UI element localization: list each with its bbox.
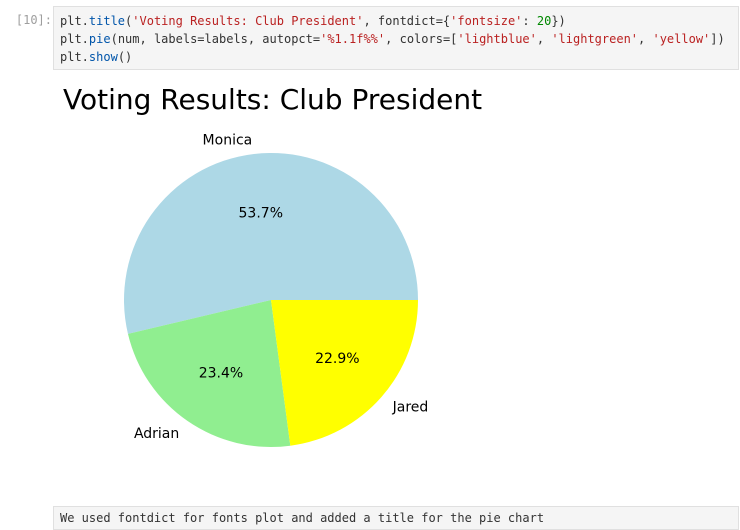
code-line: plt.show()	[60, 48, 732, 66]
code-token: 'Voting Results: Club President'	[132, 14, 364, 28]
code-token: })	[551, 14, 566, 28]
code-token: '%1.1f%%'	[320, 32, 386, 46]
code-token: (num, labels=labels, autopct=	[110, 32, 321, 46]
cell-output: Voting Results: Club President Monica 53.…	[53, 76, 739, 496]
pie-label-monica: Monica	[203, 132, 253, 148]
pie-pct-label-adrian: 23.4%	[199, 366, 243, 382]
chart-title: Voting Results: Club President	[63, 83, 482, 116]
code-token: , colors=[	[385, 32, 458, 46]
code-token: show	[88, 50, 118, 64]
markdown-cell[interactable]: We used fontdict for fonts plot and adde…	[53, 506, 739, 530]
code-editor[interactable]: plt.title('Voting Results: Club Presiden…	[53, 6, 739, 70]
code-token: 'fontsize'	[450, 14, 523, 28]
code-line: plt.title('Voting Results: Club Presiden…	[60, 12, 732, 30]
pie-label-jared: Jared	[392, 400, 429, 416]
code-token: 'lightgreen'	[551, 32, 639, 46]
code-token: 'lightblue'	[457, 32, 537, 46]
code-token: :	[522, 14, 537, 28]
pie-pct-label-jared: 22.9%	[315, 351, 359, 367]
pie-slice-adrian	[127, 300, 291, 447]
code-token: 20	[536, 14, 552, 28]
code-token: pie	[88, 32, 111, 46]
code-token: (	[125, 14, 133, 28]
code-token: 'yellow'	[652, 32, 711, 46]
code-token: title	[88, 14, 126, 28]
code-token: , fontdict={	[363, 14, 451, 28]
code-line: plt.pie(num, labels=labels, autopct='%1.…	[60, 30, 732, 48]
pie-chart: Voting Results: Club President Monica 53.…	[63, 83, 482, 447]
code-token: plt.	[60, 50, 89, 64]
code-token: plt.	[60, 14, 89, 28]
code-token: ,	[536, 32, 552, 46]
pie-slice-monica	[124, 153, 419, 334]
pie-slice-jared	[271, 300, 418, 446]
code-token: plt.	[60, 32, 89, 46]
pie-pct-label-monica: 53.7%	[239, 205, 283, 221]
pie-label-adrian: Adrian	[134, 426, 179, 442]
code-token: ()	[117, 50, 133, 64]
cell-execution-prompt: [10]:	[15, 13, 52, 27]
code-token: ,	[638, 32, 653, 46]
code-token: ])	[710, 32, 725, 46]
